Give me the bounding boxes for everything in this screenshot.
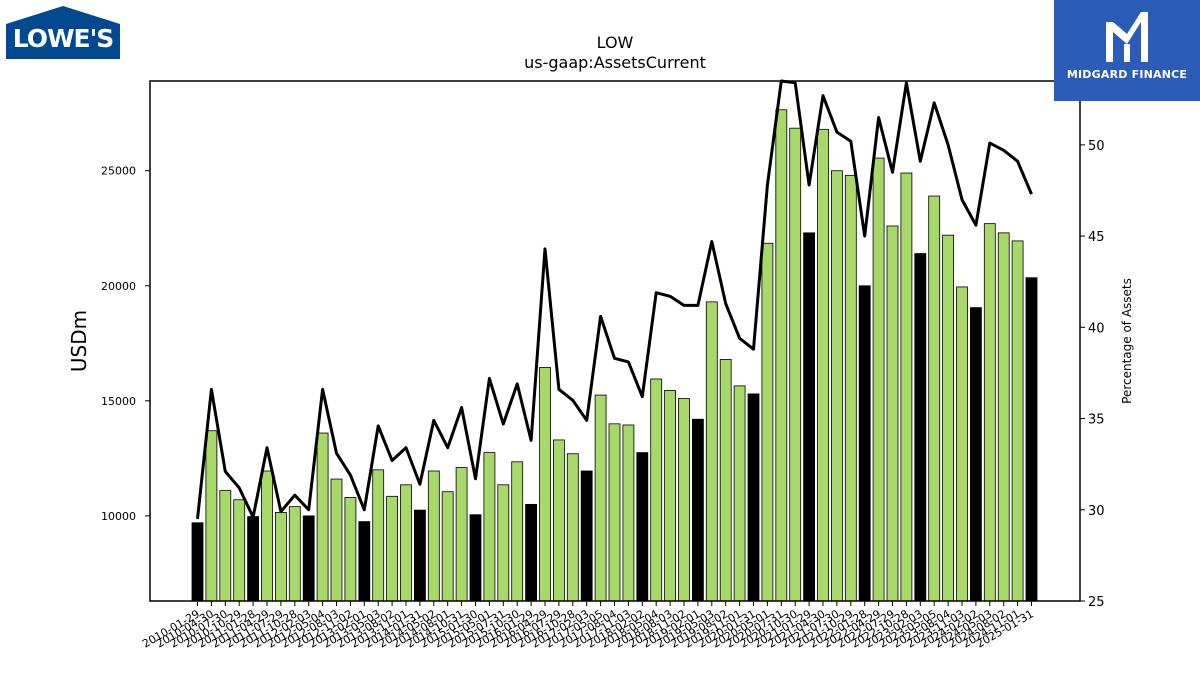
bar-annual bbox=[413, 509, 426, 602]
y2-tick-label: 45 bbox=[1088, 230, 1105, 245]
y2-axis-label: Percentage of Assets bbox=[1120, 278, 1134, 404]
bar-quarterly bbox=[553, 439, 565, 602]
bar-annual bbox=[1025, 277, 1038, 602]
bar-annual bbox=[247, 516, 260, 602]
bar-quarterly bbox=[997, 232, 1010, 602]
bar-quarterly bbox=[233, 499, 246, 602]
bar-quarterly bbox=[956, 286, 968, 602]
bars-group bbox=[191, 109, 1038, 602]
bar-quarterly bbox=[261, 470, 273, 602]
bar-quarterly bbox=[761, 242, 774, 602]
chart-title: LOW bbox=[597, 33, 634, 52]
bar-annual bbox=[302, 515, 315, 602]
bar-annual bbox=[469, 514, 482, 602]
bar-quarterly bbox=[400, 484, 412, 602]
bar-quarterly bbox=[594, 394, 607, 602]
bar-quarterly bbox=[705, 301, 718, 602]
y-tick-label: 25000 bbox=[101, 165, 136, 178]
bar-quarterly bbox=[844, 174, 857, 602]
bar-quarterly bbox=[817, 128, 829, 602]
bar-annual bbox=[580, 470, 593, 602]
bar-quarterly bbox=[1011, 240, 1024, 602]
bar-quarterly bbox=[650, 378, 663, 602]
bar-annual bbox=[692, 418, 704, 602]
bar-quarterly bbox=[664, 390, 676, 602]
chart-subtitle: us-gaap:AssetsCurrent bbox=[524, 53, 706, 72]
y-tick-label: 10000 bbox=[101, 510, 136, 523]
y2-tick-label: 30 bbox=[1088, 504, 1105, 519]
bar-quarterly bbox=[455, 467, 468, 602]
bar-quarterly bbox=[733, 385, 746, 602]
y-tick-label: 20000 bbox=[101, 280, 136, 293]
bar-quarterly bbox=[386, 495, 399, 602]
bar-annual bbox=[858, 285, 871, 602]
y2-tick-label: 40 bbox=[1088, 321, 1105, 336]
bar-annual bbox=[358, 521, 371, 602]
bar-quarterly bbox=[678, 398, 690, 602]
bar-quarterly bbox=[344, 497, 357, 602]
bar-quarterly bbox=[928, 195, 941, 602]
bar-annual bbox=[747, 393, 760, 602]
bar-quarterly bbox=[427, 470, 440, 602]
bar-quarterly bbox=[539, 367, 551, 602]
bar-annual bbox=[191, 522, 204, 602]
y-tick-label: 15000 bbox=[101, 395, 136, 408]
bar-annual bbox=[803, 232, 815, 602]
midgard-finance-logo: MIDGARD FINANCE bbox=[1054, 0, 1200, 101]
bar-quarterly bbox=[274, 512, 287, 602]
bar-quarterly bbox=[886, 225, 899, 602]
bar-annual bbox=[525, 503, 537, 602]
bar-quarterly bbox=[511, 461, 524, 602]
bar-quarterly bbox=[441, 491, 454, 602]
lowes-logo: LOWE'S bbox=[6, 6, 120, 59]
y-axis-right: 25 30 35 40 45 50 bbox=[1080, 139, 1105, 610]
pct-line-group bbox=[196, 79, 1033, 520]
bar-quarterly bbox=[622, 424, 635, 602]
bar-annual bbox=[636, 452, 649, 602]
x-axis: 2010-01-292010-04-302010-07-302010-10-29… bbox=[140, 601, 1036, 651]
bar-quarterly bbox=[316, 432, 329, 602]
bar-quarterly bbox=[719, 359, 732, 602]
bar-quarterly bbox=[483, 452, 496, 602]
bar-quarterly bbox=[775, 109, 788, 602]
lowes-logo-text: LOWE'S bbox=[12, 24, 115, 53]
y2-tick-label: 25 bbox=[1088, 595, 1105, 610]
bar-quarterly bbox=[608, 423, 621, 602]
bar-quarterly bbox=[942, 234, 954, 602]
bar-quarterly bbox=[219, 490, 232, 602]
bar-quarterly bbox=[566, 453, 579, 602]
bar-quarterly bbox=[205, 430, 218, 602]
bar-annual bbox=[970, 307, 982, 602]
bar-quarterly bbox=[831, 170, 843, 602]
bar-quarterly bbox=[872, 157, 885, 602]
midgard-emblem-icon bbox=[1106, 12, 1148, 62]
midgard-logo-text: MIDGARD FINANCE bbox=[1066, 68, 1188, 81]
bar-quarterly bbox=[900, 172, 913, 602]
bar-quarterly bbox=[789, 127, 802, 602]
y2-tick-label: 50 bbox=[1088, 139, 1105, 154]
y2-tick-label: 35 bbox=[1088, 413, 1105, 428]
bar-quarterly bbox=[330, 478, 343, 602]
y-axis-label: USDm bbox=[67, 310, 91, 372]
y-axis-left: 10000 15000 20000 25000 bbox=[101, 165, 150, 523]
bar-quarterly bbox=[497, 484, 510, 602]
lowes-logo-shape bbox=[6, 6, 120, 59]
bar-quarterly bbox=[983, 223, 996, 602]
bar-annual bbox=[914, 253, 927, 602]
bar-quarterly bbox=[372, 469, 385, 602]
bar-quarterly bbox=[288, 506, 301, 602]
pct-of-assets-line bbox=[196, 79, 1033, 520]
